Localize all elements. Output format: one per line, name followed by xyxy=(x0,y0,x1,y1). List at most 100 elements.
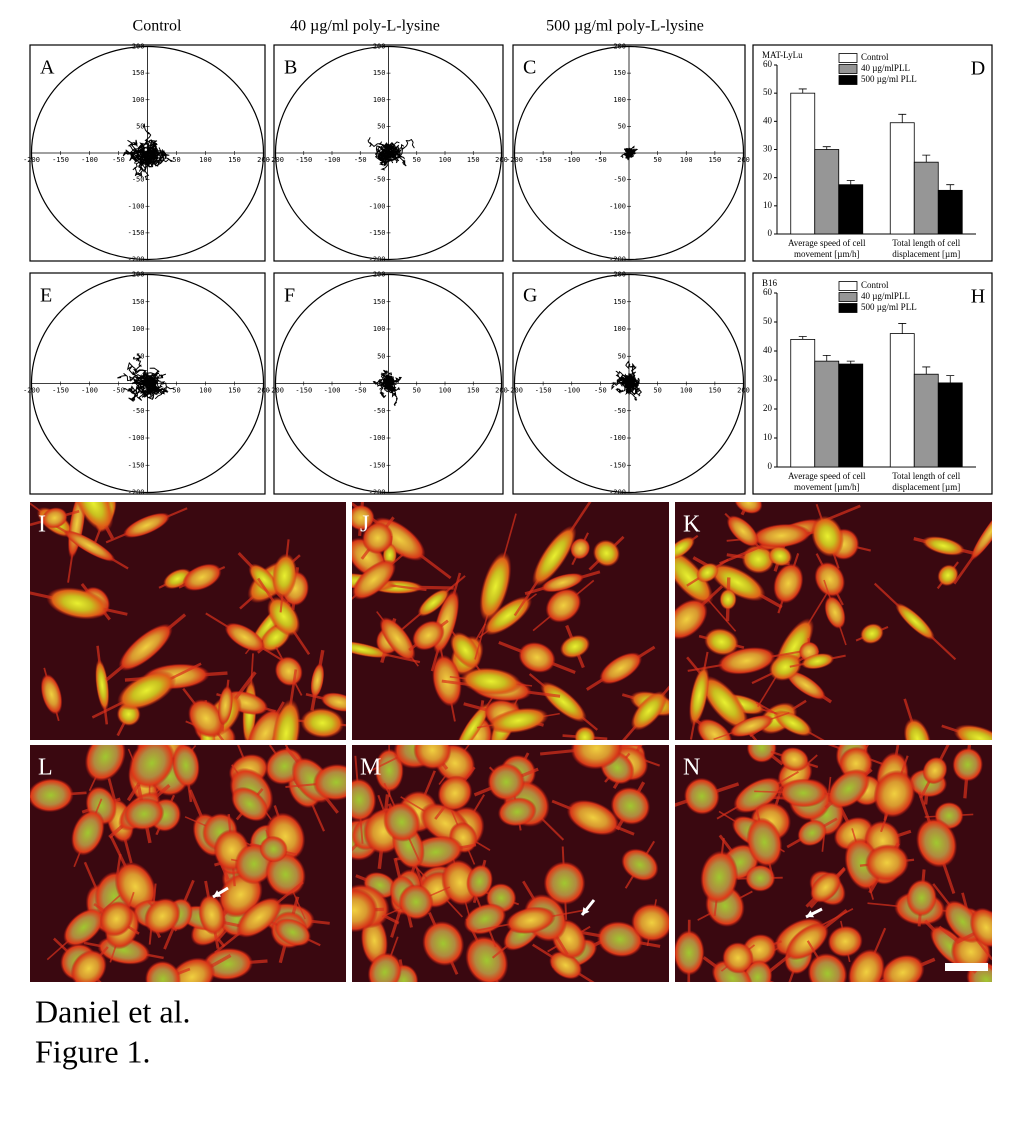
cell xyxy=(40,673,63,715)
cell-track xyxy=(377,378,388,387)
x-tick-label: 50 xyxy=(653,387,661,395)
trajectory-plot: -200 -200 -150 -150 -100 -100 -50 -50 50 50 100 100… xyxy=(506,271,750,497)
x-tick-label: 150 xyxy=(709,387,722,395)
cell xyxy=(236,897,282,938)
legend-label: Control xyxy=(861,280,889,290)
cell xyxy=(786,670,826,700)
y-tick-label: -200 xyxy=(128,489,145,497)
x-tick-label: Total length of cell xyxy=(892,471,961,481)
x-tick-label: 200 xyxy=(257,156,270,164)
y-tick-label: 150 xyxy=(132,298,145,306)
bar xyxy=(889,122,915,235)
cell xyxy=(217,685,233,726)
cell-track xyxy=(625,150,632,159)
x-tick-label: -100 xyxy=(563,387,580,395)
x-tick-label: movement [µm/h] xyxy=(794,482,859,492)
cell xyxy=(99,901,134,937)
error-bar xyxy=(946,184,955,191)
legend-label: 40 µg/mlPLL xyxy=(861,291,910,301)
x-tick-label: -200 xyxy=(23,156,40,164)
x-tick-label: -50 xyxy=(594,156,607,164)
cell-track xyxy=(134,376,147,386)
cell xyxy=(543,861,586,905)
cell-track xyxy=(131,380,149,387)
x-tick-label: 150 xyxy=(467,387,480,395)
panel-letter: F xyxy=(284,285,295,307)
cell-track xyxy=(627,374,640,386)
cell xyxy=(768,653,802,682)
cell xyxy=(479,551,512,622)
y-tick-label: 150 xyxy=(613,298,626,306)
y-tick-label: 10 xyxy=(763,432,773,442)
y-tick-label: 40 xyxy=(763,345,773,355)
y-tick-label: -100 xyxy=(369,434,386,442)
y-tick-label: -150 xyxy=(128,461,145,469)
cell-track xyxy=(626,366,637,381)
cell xyxy=(70,949,107,982)
x-tick-label: 200 xyxy=(737,156,750,164)
cell-track xyxy=(386,145,393,157)
y-tick-label: -50 xyxy=(373,407,386,415)
cell xyxy=(518,642,556,673)
cell xyxy=(915,817,958,868)
y-tick-label: -50 xyxy=(613,176,626,184)
cell xyxy=(922,756,948,785)
y-tick-label: -150 xyxy=(369,229,386,237)
bar xyxy=(889,333,915,468)
bar xyxy=(838,184,864,235)
arrow-head xyxy=(582,907,590,915)
cell xyxy=(921,536,966,556)
y-tick-label: -50 xyxy=(613,407,626,415)
cell-track xyxy=(135,147,154,160)
cell xyxy=(847,948,885,982)
cell xyxy=(466,864,494,899)
cell-track xyxy=(133,353,146,378)
cell xyxy=(454,702,491,740)
cell xyxy=(248,563,280,596)
cell xyxy=(746,817,783,868)
cell xyxy=(124,797,165,831)
y-tick-label: -150 xyxy=(369,461,386,469)
cell xyxy=(46,587,109,620)
y-tick-label: 50 xyxy=(618,352,626,360)
cell xyxy=(566,799,620,836)
cell-track xyxy=(379,151,395,162)
cell xyxy=(559,634,591,659)
y-tick-label: 200 xyxy=(373,271,386,279)
y-tick-label: 150 xyxy=(373,298,386,306)
x-tick-label: 200 xyxy=(495,156,508,164)
bar xyxy=(790,92,816,235)
panel-letter: I xyxy=(38,512,46,538)
x-tick-label: 100 xyxy=(680,156,693,164)
cell-track xyxy=(127,139,144,157)
cell xyxy=(168,957,216,982)
y-tick-label: 60 xyxy=(763,59,773,69)
cell xyxy=(873,769,916,818)
cell xyxy=(144,897,181,935)
cell xyxy=(953,724,992,740)
caption-line: Daniel et al. xyxy=(35,993,190,1029)
cell xyxy=(610,786,651,825)
cell xyxy=(937,564,959,587)
cell-track xyxy=(125,139,145,163)
arrow-head xyxy=(806,910,814,918)
cell xyxy=(41,507,68,529)
cell xyxy=(259,835,288,863)
cell xyxy=(352,504,375,531)
micrograph: N xyxy=(675,745,992,982)
x-tick-label: 200 xyxy=(495,387,508,395)
legend-swatch xyxy=(838,281,858,291)
micrograph: L xyxy=(30,745,346,982)
y-tick-label: 200 xyxy=(613,43,626,51)
x-tick-label: -100 xyxy=(324,387,341,395)
error-bar xyxy=(922,366,931,375)
y-tick-label: 20 xyxy=(763,172,773,182)
cell xyxy=(352,559,396,600)
x-tick-label: 200 xyxy=(257,387,270,395)
x-tick-label: -100 xyxy=(563,156,580,164)
cell xyxy=(437,775,473,811)
cell xyxy=(320,692,346,712)
y-tick-label: -200 xyxy=(369,256,386,264)
cell xyxy=(865,844,910,882)
y-tick-label: 30 xyxy=(763,374,773,384)
